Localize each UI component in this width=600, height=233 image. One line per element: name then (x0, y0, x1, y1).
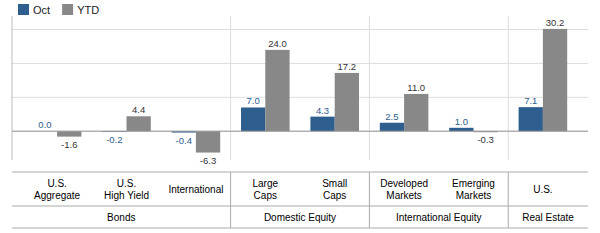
bar (196, 131, 220, 152)
data-label: 0.0 (38, 119, 51, 130)
category-label: LargeCaps (253, 178, 279, 201)
legend-label: Oct (33, 4, 50, 16)
data-label: 7.0 (247, 95, 260, 106)
label-panel-rule (12, 172, 588, 173)
bar (404, 94, 428, 131)
category-label: U.S. (533, 184, 552, 195)
bar (127, 116, 151, 131)
data-label: 4.4 (132, 104, 145, 115)
category-label-line: Caps (254, 190, 277, 201)
category-label: SmallCaps (322, 178, 347, 201)
data-label: 4.3 (316, 105, 329, 116)
group-label: Bonds (107, 212, 135, 223)
group-divider (230, 16, 231, 160)
category-label-line: U.S. (47, 178, 66, 189)
bar (241, 107, 265, 131)
group-label: Real Estate (522, 212, 574, 223)
bar (543, 29, 567, 131)
category-label-line: Markets (456, 190, 492, 201)
bar (380, 123, 404, 131)
grid-line (12, 131, 588, 132)
category-label-line: U.S. (533, 184, 552, 195)
category-label-line: Small (322, 178, 347, 189)
y-axis-line (12, 16, 13, 160)
data-label: -0.2 (106, 134, 122, 145)
category-label-line: High Yield (104, 190, 149, 201)
grid-line (12, 29, 588, 30)
category-label: DevelopedMarkets (380, 178, 428, 201)
data-label: 17.2 (338, 61, 357, 72)
data-label: 1.0 (455, 116, 468, 127)
data-label: 2.5 (385, 111, 398, 122)
bar (57, 131, 81, 136)
category-label: U.S.High Yield (104, 178, 149, 201)
category-label-line: Developed (380, 178, 428, 189)
grid (12, 30, 588, 132)
label-panel: U.S.AggregateU.S.High YieldInternational… (12, 172, 588, 228)
chart-svg: 0.0 -0.2 -0.4 7.0 4.3 2.5 1.0 7.1 -1.6 4.4 -6.3 24.… (0, 0, 600, 233)
category-label-line: Caps (323, 190, 346, 201)
data-labels: 0.0 -0.2 -0.4 7.0 4.3 2.5 1.0 7.1 -1.6 4.4 -6.3 24.… (38, 17, 564, 166)
label-panel-rule (12, 206, 588, 207)
group-divider (369, 16, 370, 160)
data-label: -0.4 (176, 135, 192, 146)
data-label: 11.0 (407, 82, 425, 93)
label-panel-divider (369, 172, 370, 228)
group-divider (508, 16, 509, 160)
category-label-line: International (168, 184, 223, 195)
category-label-line: Markets (386, 190, 422, 201)
data-label: -0.3 (477, 134, 493, 145)
bar (310, 117, 334, 132)
legend: Oct YTD (18, 4, 99, 16)
category-label-line: Emerging (452, 178, 495, 189)
category-label-line: Aggregate (34, 190, 81, 201)
chart-container: 0.0 -0.2 -0.4 7.0 4.3 2.5 1.0 7.1 -1.6 4.4 -6.3 24.… (0, 0, 600, 233)
legend-label: YTD (77, 4, 99, 16)
category-label: U.S.Aggregate (34, 178, 81, 201)
legend-swatch (62, 4, 73, 15)
legend-swatch (18, 4, 29, 15)
grid-line (12, 63, 588, 64)
bars (57, 29, 567, 153)
group-label: International Equity (396, 212, 482, 223)
bar (265, 50, 289, 131)
bar (519, 107, 543, 131)
group-label: Domestic Equity (264, 212, 336, 223)
label-panel-rule (12, 228, 588, 229)
category-label: International (168, 184, 223, 195)
data-label: -1.6 (61, 139, 77, 150)
data-label: 30.2 (546, 17, 565, 28)
label-panel-divider (508, 172, 509, 228)
baseline (12, 131, 588, 132)
category-label: EmergingMarkets (452, 178, 495, 201)
data-label: 24.0 (268, 38, 287, 49)
data-label: -6.3 (200, 155, 216, 166)
bar (449, 128, 473, 131)
bar (335, 73, 359, 131)
category-label-line: U.S. (117, 178, 136, 189)
grid-line (12, 97, 588, 98)
category-label-line: Large (253, 178, 279, 189)
data-label: 7.1 (524, 95, 537, 106)
label-panel-divider (230, 172, 231, 228)
